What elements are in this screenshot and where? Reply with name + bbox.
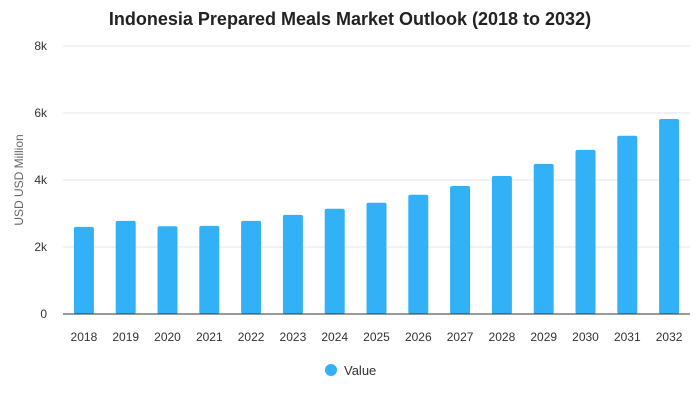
x-tick-label: 2026 bbox=[405, 330, 432, 344]
y-tick-label: 6k bbox=[34, 106, 48, 120]
bar-2024[interactable] bbox=[324, 208, 345, 314]
x-tick-label: 2025 bbox=[363, 330, 390, 344]
bar-2032[interactable] bbox=[659, 119, 680, 314]
y-tick-label: 4k bbox=[34, 173, 48, 187]
x-tick-label: 2028 bbox=[489, 330, 516, 344]
bar-2019[interactable] bbox=[115, 220, 136, 314]
x-tick-label: 2022 bbox=[238, 330, 265, 344]
bar-2031[interactable] bbox=[617, 135, 638, 314]
bar-2021[interactable] bbox=[199, 225, 220, 314]
x-tick-label: 2018 bbox=[71, 330, 98, 344]
bar-2022[interactable] bbox=[241, 220, 262, 314]
y-tick-label: 2k bbox=[34, 240, 48, 254]
bar-2020[interactable] bbox=[157, 226, 178, 314]
x-tick-label: 2024 bbox=[321, 330, 348, 344]
bars bbox=[73, 119, 680, 314]
bar-2025[interactable] bbox=[366, 202, 387, 314]
legend-label: Value bbox=[344, 363, 376, 378]
y-tick-label: 8k bbox=[34, 39, 48, 53]
x-tick-label: 2031 bbox=[614, 330, 641, 344]
x-tick-label: 2023 bbox=[280, 330, 307, 344]
bar-2026[interactable] bbox=[408, 194, 429, 314]
bar-2027[interactable] bbox=[450, 186, 471, 314]
legend-marker bbox=[325, 364, 337, 376]
x-tick-label: 2032 bbox=[656, 330, 683, 344]
x-tick-label: 2030 bbox=[572, 330, 599, 344]
bar-2029[interactable] bbox=[533, 163, 554, 314]
x-tick-label: 2027 bbox=[447, 330, 474, 344]
bar-2030[interactable] bbox=[575, 149, 596, 314]
legend[interactable]: Value bbox=[325, 363, 376, 378]
x-tick-label: 2019 bbox=[112, 330, 139, 344]
chart-title: Indonesia Prepared Meals Market Outlook … bbox=[109, 9, 591, 29]
y-axis-label: USD USD Million bbox=[12, 134, 26, 225]
bar-2023[interactable] bbox=[282, 214, 303, 314]
x-tick-label: 2020 bbox=[154, 330, 181, 344]
bar-2028[interactable] bbox=[491, 175, 512, 314]
x-tick-label: 2021 bbox=[196, 330, 223, 344]
x-axis-ticks: 2018 2019 2020 2021 2022 2023 2024 2025 2026 2027… bbox=[71, 330, 683, 344]
y-tick-label: 0 bbox=[40, 307, 47, 321]
y-axis-ticks: 0 2k 4k 6k 8k bbox=[34, 39, 48, 321]
x-tick-label: 2029 bbox=[530, 330, 557, 344]
bar-2018[interactable] bbox=[73, 226, 94, 314]
